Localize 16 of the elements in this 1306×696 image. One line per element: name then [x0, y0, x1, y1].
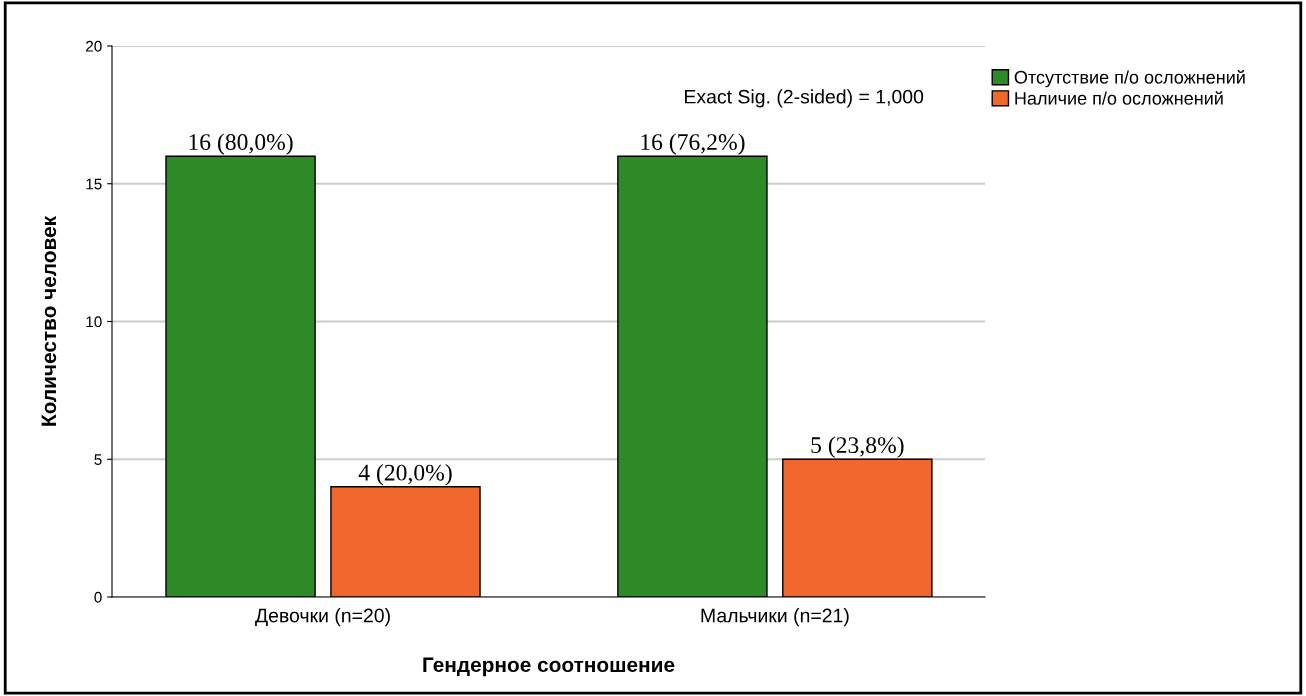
x-tick-label: Девочки (n=20) — [255, 608, 390, 627]
legend-label: Отсутствие п/о осложнений — [1014, 70, 1245, 88]
x-tick-label: Мальчики (n=21) — [701, 608, 849, 627]
data-label: 4 (20,0%) — [358, 464, 452, 486]
data-label: 5 (23,8%) — [811, 436, 904, 458]
data-label: 16 (80,0%) — [189, 133, 293, 155]
annotation: Exact Sig. (2-sided) = 1,000 — [685, 89, 924, 108]
y-tick-label: 10 — [86, 316, 102, 328]
y-tick-label: 15 — [86, 178, 102, 190]
y-tick-label: 0 — [94, 591, 102, 603]
x-axis-title: Гендерное соотношение — [423, 657, 675, 677]
data-label: 16 (76,2%) — [641, 133, 745, 155]
y-tick-label: 20 — [86, 40, 102, 52]
legend-label: Наличие п/о осложнений — [1015, 91, 1223, 105]
y-axis-title: Количество человек — [41, 215, 57, 426]
y-tick-label: 5 — [94, 454, 102, 465]
